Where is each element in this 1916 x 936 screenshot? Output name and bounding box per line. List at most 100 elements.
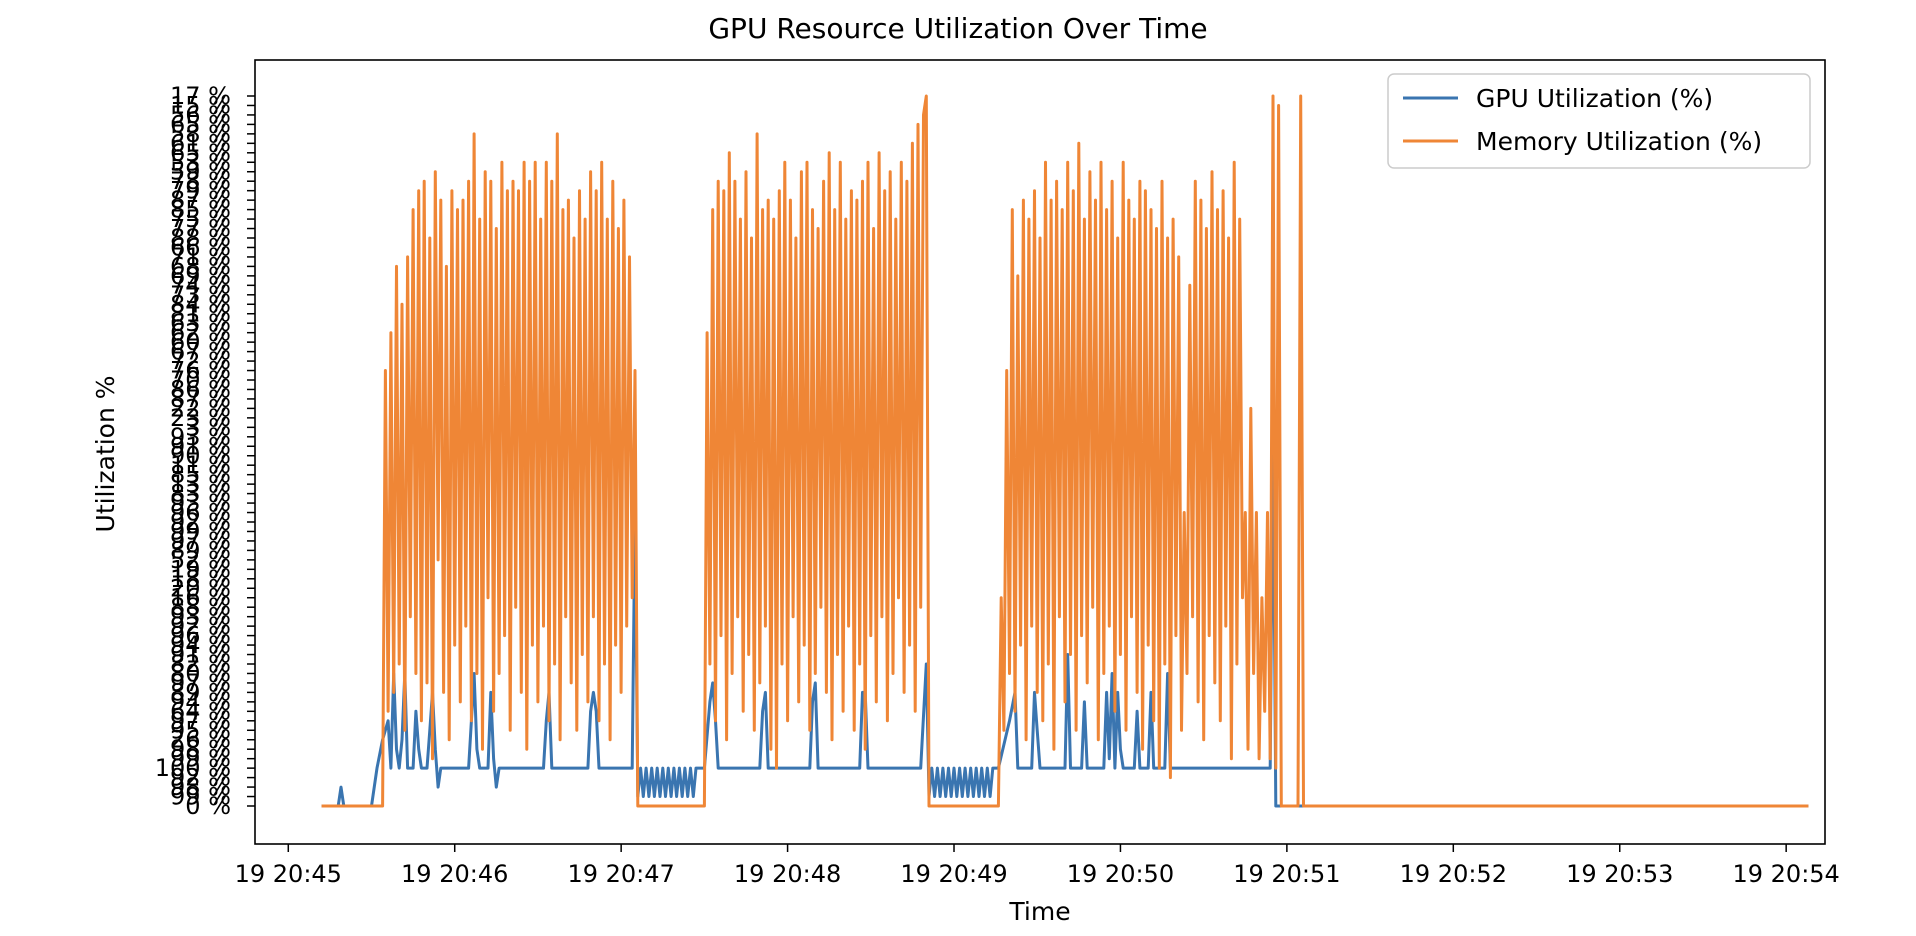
y-tick-label: 95 % bbox=[170, 716, 231, 744]
y-tick-label: 99 % bbox=[170, 783, 231, 811]
y-tick-label: 96 % bbox=[170, 622, 231, 650]
y-tick-label: 20 % bbox=[170, 574, 231, 602]
y-tick-label: 88 % bbox=[170, 224, 231, 252]
y-tick-label: 87 % bbox=[170, 385, 231, 413]
y-tick-label: 99 % bbox=[170, 517, 231, 545]
y-tick-label: 23 % bbox=[170, 404, 231, 432]
x-tick-label: 19 20:46 bbox=[401, 860, 508, 888]
y-tick-label: 56 % bbox=[170, 101, 231, 129]
x-tick-label: 19 20:51 bbox=[1233, 860, 1340, 888]
y-tick-label: 74 % bbox=[170, 271, 231, 299]
y-tick-label: 86 % bbox=[170, 375, 231, 403]
y-tick-label: 22 % bbox=[170, 394, 231, 422]
legend: GPU Utilization (%) Memory Utilization (… bbox=[1387, 73, 1811, 169]
y-tick-label: 91 % bbox=[170, 641, 231, 669]
y-tick-label: 65 % bbox=[170, 110, 231, 138]
x-tick-label: 19 20:54 bbox=[1732, 860, 1839, 888]
y-tick-label: 62 % bbox=[170, 319, 231, 347]
y-tick-label: 65 % bbox=[170, 139, 231, 167]
y-tick-label: 18 % bbox=[170, 565, 231, 593]
x-tick-label: 19 20:52 bbox=[1400, 860, 1507, 888]
y-tick-label: 61 % bbox=[170, 129, 231, 157]
legend-label-gpu: GPU Utilization (%) bbox=[1476, 84, 1713, 113]
y-tick-label: 87 % bbox=[170, 186, 231, 214]
y-tick-label: 15 % bbox=[170, 91, 231, 119]
y-tick-label: 11 % bbox=[170, 451, 231, 479]
y-tick-label: 66 % bbox=[170, 233, 231, 261]
x-tick-label: 19 20:49 bbox=[900, 860, 1007, 888]
y-tick-label: 92 % bbox=[170, 612, 231, 640]
y-axis-label: Utilization % bbox=[91, 376, 120, 533]
y-tick-label: 92 % bbox=[170, 508, 231, 536]
y-tick-label: 85 % bbox=[170, 196, 231, 224]
y-tick-label: 98 % bbox=[170, 735, 231, 763]
y-tick-label: 92 % bbox=[170, 764, 231, 792]
y-tick-label: 85 % bbox=[170, 461, 231, 489]
x-tick-label: 19 20:53 bbox=[1566, 860, 1673, 888]
y-axis: 0 %99 %98 %92 %100 %99 %98 %26 %95 %97 %… bbox=[155, 82, 255, 820]
y-tick-label: 26 % bbox=[170, 726, 231, 754]
y-tick-label: 80 % bbox=[170, 659, 231, 687]
y-tick-label: 68 % bbox=[170, 252, 231, 280]
y-tick-label: 90 % bbox=[170, 442, 231, 470]
x-tick-label: 19 20:47 bbox=[567, 860, 674, 888]
y-tick-label: 93 % bbox=[170, 489, 231, 517]
y-tick-label: 97 % bbox=[170, 527, 231, 555]
legend-label-memory: Memory Utilization (%) bbox=[1476, 127, 1762, 156]
y-tick-label: 97 % bbox=[170, 669, 231, 697]
y-tick-label: 82 % bbox=[170, 650, 231, 678]
y-tick-label: 59 % bbox=[170, 158, 231, 186]
y-tick-label: 98 % bbox=[170, 773, 231, 801]
y-tick-label: 73 % bbox=[170, 281, 231, 309]
y-tick-label: 0 % bbox=[185, 792, 231, 820]
y-tick-label: 89 % bbox=[170, 536, 231, 564]
y-tick-label: 53 % bbox=[170, 148, 231, 176]
y-tick-label: 16 % bbox=[170, 584, 231, 612]
series-layer bbox=[321, 94, 1809, 808]
y-tick-label: 93 % bbox=[170, 423, 231, 451]
memory-utilization-line bbox=[321, 94, 1809, 808]
y-tick-label: 17 % bbox=[170, 82, 231, 110]
y-tick-label: 75 % bbox=[170, 205, 231, 233]
y-tick-label: 63 % bbox=[170, 309, 231, 337]
y-tick-label: 67 % bbox=[170, 338, 231, 366]
y-tick-label: 71 % bbox=[170, 243, 231, 271]
y-tick-label: 70 % bbox=[170, 366, 231, 394]
y-tick-label: 96 % bbox=[170, 499, 231, 527]
y-tick-label: 69 % bbox=[170, 262, 231, 290]
x-tick-label: 19 20:45 bbox=[235, 860, 342, 888]
y-tick-label: 19 % bbox=[170, 555, 231, 583]
y-tick-label: 60 % bbox=[170, 328, 231, 356]
y-tick-label: 88 % bbox=[170, 593, 231, 621]
plot-area-frame bbox=[254, 59, 1826, 845]
y-tick-label: 94 % bbox=[170, 631, 231, 659]
x-axis: 19 20:45 19 20:46 19 20:47 19 20:48 19 20:49… bbox=[235, 844, 1840, 888]
y-tick-label: 93 % bbox=[170, 603, 231, 631]
legend-box bbox=[1387, 73, 1811, 169]
y-tick-label: 79 % bbox=[170, 177, 231, 205]
y-tick-label: 78 % bbox=[170, 167, 231, 195]
y-tick-label: 81 % bbox=[170, 300, 231, 328]
chart-title: GPU Resource Utilization Over Time bbox=[708, 12, 1208, 45]
y-tick-label: 83 % bbox=[170, 480, 231, 508]
y-tick-label: 3 % bbox=[185, 413, 231, 441]
y-tick-label: 13 % bbox=[170, 470, 231, 498]
y-tick-label: 72 % bbox=[170, 347, 231, 375]
x-tick-label: 19 20:50 bbox=[1067, 860, 1174, 888]
y-tick-label: 64 % bbox=[170, 697, 231, 725]
y-tick-label: 91 % bbox=[170, 432, 231, 460]
y-tick-label: 97 % bbox=[170, 707, 231, 735]
y-tick-label: 94 % bbox=[170, 688, 231, 716]
y-tick-label: 76 % bbox=[170, 357, 231, 385]
y-tick-label: 58 % bbox=[170, 120, 231, 148]
y-tick-label: 89 % bbox=[170, 678, 231, 706]
y-tick-label: 77 % bbox=[170, 215, 231, 243]
y-tick-label: 99 % bbox=[170, 745, 231, 773]
x-tick-label: 19 20:48 bbox=[734, 860, 841, 888]
y-tick-label: 84 % bbox=[170, 290, 231, 318]
y-tick-label: 52 % bbox=[170, 546, 231, 574]
y-tick-label: 100 % bbox=[155, 754, 231, 782]
gpu-utilization-line bbox=[321, 425, 1809, 808]
x-axis-label: Time bbox=[1008, 897, 1070, 926]
